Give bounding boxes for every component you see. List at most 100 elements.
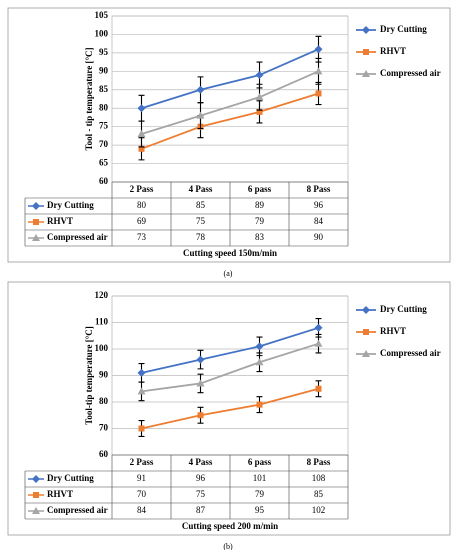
table-value: 102 — [312, 505, 326, 515]
table-value: 79 — [255, 216, 265, 226]
table-row-label: RHVT — [47, 216, 73, 226]
x-tick-label: 4 Pass — [189, 184, 213, 194]
table-value: 79 — [255, 489, 265, 499]
marker — [362, 70, 370, 77]
table-value: 84 — [137, 505, 147, 515]
series-line — [141, 387, 319, 430]
y-tick-label: 120 — [95, 290, 109, 300]
x-axis-label: Cutting speed 200 m/min — [182, 521, 278, 531]
table-value: 85 — [314, 489, 324, 499]
marker — [196, 85, 205, 94]
caption: (b) — [223, 542, 233, 550]
table-value: 70 — [137, 489, 147, 499]
series-line — [141, 70, 319, 135]
marker — [315, 385, 322, 392]
marker — [32, 507, 40, 514]
table-value: 73 — [137, 232, 147, 242]
table-value: 90 — [314, 232, 324, 242]
table-value: 96 — [314, 200, 324, 210]
table-value: 96 — [196, 473, 206, 483]
series-line — [141, 342, 319, 393]
caption: (a) — [224, 269, 233, 278]
legend-label: Dry Cutting — [380, 304, 427, 314]
table-row-label: Compressed air — [47, 232, 108, 242]
marker — [314, 323, 323, 332]
legend-label: Dry Cutting — [380, 24, 427, 34]
x-tick-label: 8 Pass — [307, 184, 331, 194]
y-tick-label: 90 — [99, 370, 109, 380]
table-value: 85 — [196, 200, 206, 210]
marker — [137, 368, 146, 377]
marker — [362, 350, 370, 357]
y-tick-label: 95 — [99, 47, 109, 57]
marker — [314, 67, 323, 75]
legend-label: Compressed air — [380, 348, 441, 358]
table-value: 69 — [137, 216, 147, 226]
y-tick-label: 90 — [99, 65, 109, 75]
series-line — [141, 326, 319, 374]
table-value: 78 — [196, 232, 206, 242]
marker — [314, 45, 323, 54]
table-row-label: Compressed air — [47, 505, 108, 515]
table-value: 91 — [137, 473, 146, 483]
x-tick-label: 2 Pass — [130, 184, 154, 194]
marker — [256, 401, 263, 408]
marker — [137, 104, 146, 113]
marker — [137, 387, 146, 395]
table-value: 89 — [255, 200, 265, 210]
y-tick-label: 105 — [95, 10, 109, 20]
y-axis-label: Tool-tip temperature [°C] — [84, 326, 94, 425]
y-tick-label: 60 — [99, 176, 109, 186]
marker — [196, 355, 205, 364]
marker — [33, 219, 39, 225]
marker — [315, 90, 322, 97]
plot-area — [111, 15, 349, 183]
y-tick-label: 80 — [99, 396, 109, 406]
table-row-label: RHVT — [47, 489, 73, 499]
table-value: 95 — [255, 505, 265, 515]
marker — [32, 475, 40, 483]
x-tick-label: 4 Pass — [189, 457, 213, 467]
chart-frame — [7, 281, 451, 536]
marker — [255, 93, 264, 101]
y-tick-label: 110 — [95, 317, 109, 327]
marker — [196, 379, 205, 387]
marker — [196, 111, 205, 119]
marker — [33, 492, 39, 498]
x-axis-label: Cutting speed 150m/min — [183, 248, 277, 258]
y-tick-label: 75 — [99, 121, 109, 131]
marker — [32, 234, 40, 241]
table-value: 108 — [312, 473, 326, 483]
series-line — [141, 92, 319, 150]
x-tick-label: 2 Pass — [130, 457, 154, 467]
table-value: 101 — [253, 473, 267, 483]
marker — [32, 202, 40, 210]
marker — [314, 339, 323, 347]
x-tick-label: 8 Pass — [307, 457, 331, 467]
table-value: 87 — [196, 505, 206, 515]
table-value: 75 — [196, 489, 206, 499]
chart-frame — [7, 7, 451, 263]
table-row-label: Dry Cutting — [47, 200, 94, 210]
y-tick-label: 65 — [99, 158, 109, 168]
table-value: 75 — [196, 216, 206, 226]
marker — [255, 358, 264, 366]
marker — [256, 108, 263, 115]
marker — [363, 329, 369, 335]
marker — [197, 412, 204, 419]
marker — [363, 49, 369, 55]
y-tick-label: 100 — [95, 29, 109, 39]
y-tick-label: 80 — [99, 102, 109, 112]
table-value: 84 — [314, 216, 324, 226]
marker — [138, 425, 145, 432]
marker — [362, 26, 370, 34]
y-tick-label: 85 — [99, 84, 109, 94]
x-tick-label: 6 pass — [248, 457, 272, 467]
y-tick-label: 60 — [99, 449, 109, 459]
legend-label: RHVT — [380, 326, 406, 336]
y-tick-label: 70 — [99, 139, 109, 149]
marker — [255, 71, 264, 80]
x-tick-label: 6 pass — [248, 184, 272, 194]
